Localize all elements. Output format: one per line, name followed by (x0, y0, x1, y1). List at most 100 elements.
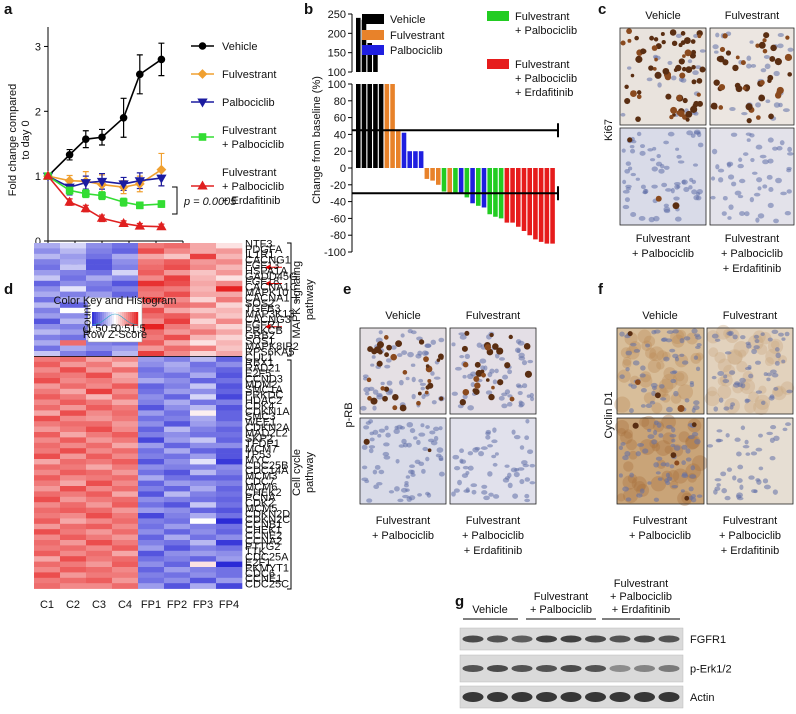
nucleus (494, 368, 499, 374)
heatmap-cell (112, 253, 139, 260)
stained-nucleus (424, 390, 429, 395)
nucleus (647, 481, 652, 485)
heatmap-cell (164, 329, 191, 336)
heatmap-cell (138, 302, 165, 309)
nucleus (751, 171, 758, 175)
stain-label: Ki67 (603, 119, 615, 141)
heatmap-cell (164, 507, 191, 514)
heatmap-cell (34, 432, 61, 438)
heatmap-cell (34, 415, 61, 422)
heatmap-cell (190, 567, 217, 573)
nucleus (418, 378, 424, 383)
stained-nucleus (383, 335, 389, 340)
stained-nucleus (366, 377, 372, 383)
blot-band (462, 635, 484, 643)
heatmap-cell (112, 405, 139, 411)
color-key-title: Color Key and Histogram (54, 295, 177, 307)
nucleus (507, 369, 513, 375)
nucleus (416, 439, 421, 446)
gene-label: MAPK8IP2 (245, 341, 299, 353)
heatmap-cell (138, 405, 165, 411)
nucleus (647, 148, 654, 152)
heatmap-cell (34, 421, 61, 427)
nucleus (776, 146, 783, 151)
y-tick-label: 100 (328, 79, 346, 91)
nucleus (372, 429, 379, 435)
heatmap-cell (60, 270, 87, 276)
stained-nucleus (496, 347, 504, 355)
heatmap-cell (86, 486, 113, 492)
legend-label: Vehicle (390, 14, 425, 26)
heatmap-cell (190, 507, 217, 514)
nucleus (438, 455, 444, 461)
heatmap-cell (34, 334, 61, 341)
gene-label: MCM3 (245, 471, 277, 483)
nucleus (718, 397, 724, 403)
nucleus (653, 429, 658, 436)
stained-nucleus (635, 55, 643, 63)
heatmap-cell (138, 513, 165, 519)
heatmap-cell (86, 345, 113, 352)
heatmap-cell (112, 480, 139, 487)
heatmap-cell (34, 280, 61, 287)
nucleus (427, 438, 435, 443)
stained-nucleus (392, 393, 399, 401)
nucleus (760, 332, 765, 336)
stained-nucleus (671, 40, 678, 47)
heatmap-cell (86, 351, 113, 357)
blot-band (462, 692, 484, 702)
nucleus (406, 442, 412, 448)
stained-nucleus (685, 110, 693, 118)
heatmap-cell (138, 297, 165, 303)
nucleus (411, 393, 416, 400)
heatmap-cell (190, 264, 217, 271)
column-label: Fulvestrant (725, 10, 779, 22)
gene-label: CHEK2 (245, 487, 282, 499)
heatmap-cell (112, 486, 139, 492)
gene-label: CDK4 (245, 400, 274, 412)
stained-nucleus (683, 37, 691, 44)
stained-nucleus (732, 64, 739, 72)
heatmap-cell (190, 491, 217, 498)
y-tick-label: 0 (340, 163, 346, 175)
heatmap-cell (112, 340, 139, 346)
nucleus (510, 467, 518, 473)
data-point (80, 203, 91, 213)
stained-nucleus (630, 73, 635, 78)
heatmap-cell (60, 496, 87, 503)
micrograph-frame (449, 327, 537, 415)
nucleus (751, 348, 757, 355)
heatmap-cell (138, 329, 165, 336)
stained-nucleus (635, 379, 641, 385)
nucleus (721, 488, 728, 494)
nucleus (716, 429, 723, 433)
nucleus (422, 446, 429, 452)
stained-nucleus (509, 396, 515, 402)
bar (413, 151, 418, 168)
heatmap-cell (190, 529, 217, 535)
heatmap-cell (34, 523, 61, 530)
stained-nucleus (649, 35, 655, 41)
nucleus (722, 378, 730, 384)
heatmap-cell (190, 243, 217, 249)
heatmap-cell (216, 486, 243, 492)
nucleus (695, 65, 702, 70)
nucleus (385, 432, 391, 438)
nucleus (651, 385, 657, 390)
nucleus (696, 494, 703, 498)
heatmap-cell (60, 253, 87, 260)
nucleus (651, 184, 658, 189)
nucleus (660, 337, 667, 342)
legend-swatch (362, 14, 384, 24)
heatmap-cell (112, 378, 139, 384)
heatmap-cell (216, 302, 243, 309)
nucleus (688, 486, 694, 492)
heatmap-cell (34, 561, 61, 568)
nucleus (407, 329, 413, 334)
heatmap-cell (164, 513, 191, 519)
gene-label: PTTG2 (245, 541, 280, 553)
heatmap-cell (164, 340, 191, 346)
nucleus (625, 497, 632, 502)
heatmap-cell (138, 523, 165, 530)
heatmap-cell (190, 556, 217, 562)
